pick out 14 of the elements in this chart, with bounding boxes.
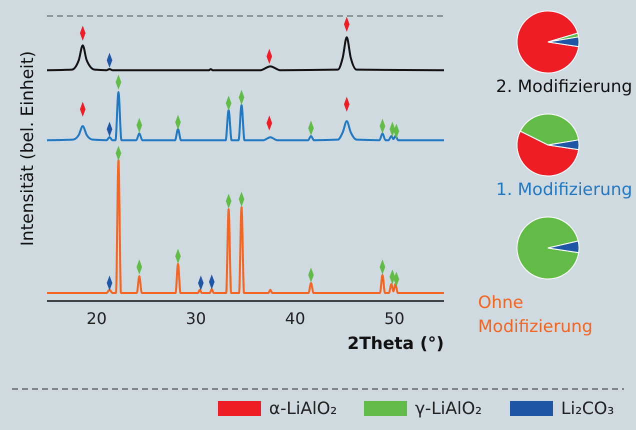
pie-slice [516, 216, 580, 280]
legend-label: γ-LiAlO₂ [415, 399, 482, 419]
text: 2. Modifizierung [496, 77, 632, 97]
x-tick-label: 30 [186, 309, 206, 328]
x-tick-label: 40 [284, 309, 306, 328]
legend-label: α-LiAlO₂ [269, 399, 338, 419]
x-axis-title: 2Theta (°) [347, 334, 444, 354]
text: 1. Modifizierung [496, 180, 632, 200]
x-tick-label: 50 [384, 309, 405, 328]
legend-label: Li₂CO₃ [561, 399, 614, 419]
text: Ohne Modifizierung [478, 293, 593, 337]
x-tick-label: 20 [86, 309, 107, 328]
y-axis-title: Intensität (bel. Einheit) [18, 50, 38, 246]
pie-slice [516, 10, 580, 74]
